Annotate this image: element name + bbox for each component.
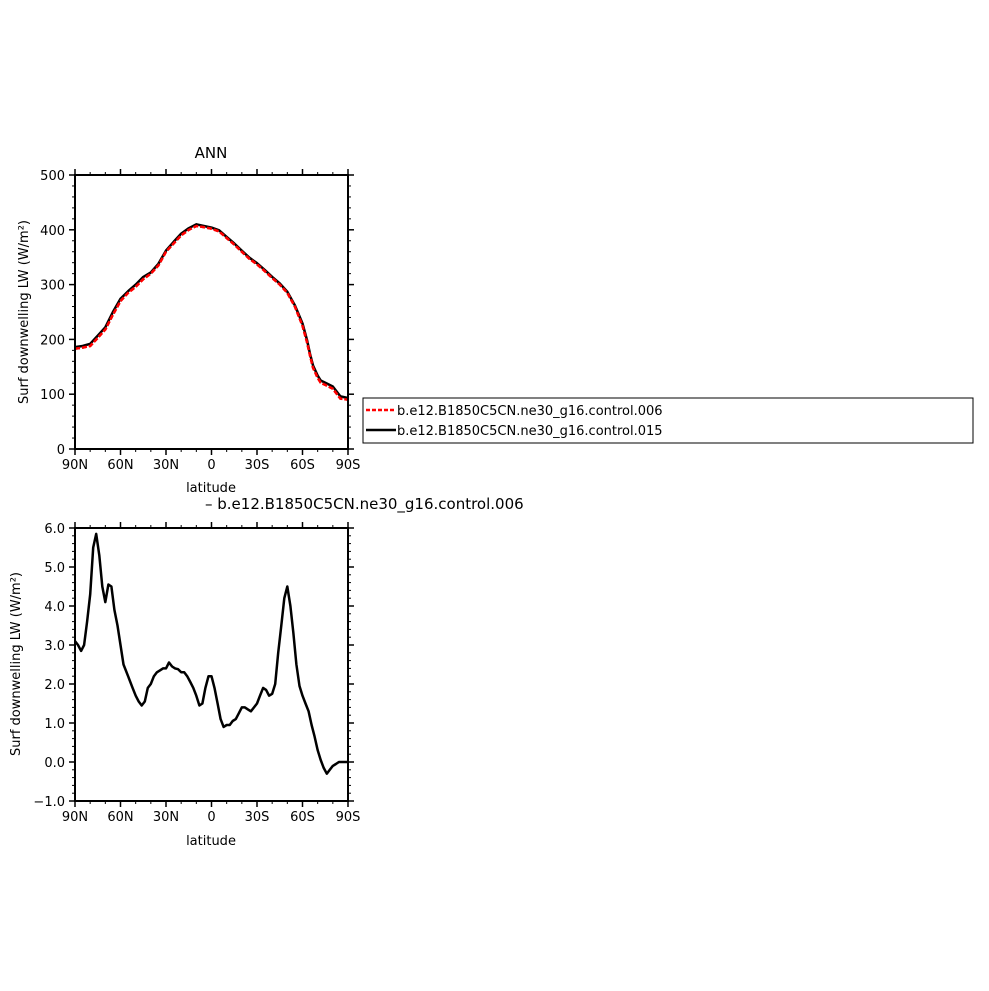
x-tick-label: 90N (62, 458, 88, 473)
x-tick-label: 0 (207, 810, 215, 825)
y-tick-label: 3.0 (44, 639, 65, 654)
y-tick-label: 6.0 (44, 522, 65, 537)
x-tick-label: 60S (290, 810, 315, 825)
x-tick-label: 60S (290, 458, 315, 473)
y-tick-label: −1.0 (33, 795, 65, 810)
y-tick-label: 400 (40, 224, 65, 239)
series-line-0 (74, 532, 348, 775)
legend-entry-006: b.e12.B1850C5CN.ne30_g16.control.006 (397, 404, 663, 419)
plot-frame (74, 527, 349, 802)
legend-box (362, 397, 974, 444)
y-tick-label: 300 (40, 279, 65, 294)
x-tick-label: 30N (153, 458, 179, 473)
y-tick-label: 4.0 (44, 600, 65, 615)
legend-entry-015: b.e12.B1850C5CN.ne30_g16.control.015 (397, 424, 663, 439)
x-tick-label: 90S (336, 810, 361, 825)
y-axis-label: Surf downwelling LW (W/m²) (17, 220, 32, 404)
chart-title: ANN (195, 144, 228, 162)
difference-subtitle: – b.e12.B1850C5CN.ne30_g16.control.006 (205, 495, 524, 514)
y-axis-label: Surf downwelling LW (W/m²) (9, 572, 24, 756)
y-tick-label: 0 (57, 443, 65, 458)
y-tick-label: 2.0 (44, 678, 65, 693)
series-line-0 (74, 224, 349, 401)
y-tick-label: 500 (40, 169, 65, 184)
x-axis-label: latitude (186, 834, 236, 849)
x-tick-label: 0 (207, 458, 215, 473)
x-tick-label: 90S (336, 458, 361, 473)
x-tick-label: 30S (245, 810, 270, 825)
legend: b.e12.B1850C5CN.ne30_g16.control.006 b.e… (362, 397, 974, 444)
x-tick-label: 60N (107, 810, 133, 825)
x-tick-label: 30N (153, 810, 179, 825)
y-tick-label: 0.0 (44, 756, 65, 771)
x-tick-label: 30S (245, 458, 270, 473)
x-axis-label: latitude (186, 481, 236, 496)
y-tick-label: 200 (40, 333, 65, 348)
chart-panel-bottom: – b.e12.B1850C5CN.ne30_g16.control.006 S… (9, 495, 524, 849)
y-tick-label: 1.0 (44, 717, 65, 732)
y-tick-label: 100 (40, 388, 65, 403)
x-tick-label: 60N (107, 458, 133, 473)
y-tick-label: 5.0 (44, 561, 65, 576)
x-tick-label: 90N (62, 810, 88, 825)
chart-panel-top: ANN Surf downwelling LW (W/m²) latitude … (17, 144, 360, 496)
plot-frame (74, 174, 349, 450)
series-line-0-overlay (74, 224, 349, 401)
